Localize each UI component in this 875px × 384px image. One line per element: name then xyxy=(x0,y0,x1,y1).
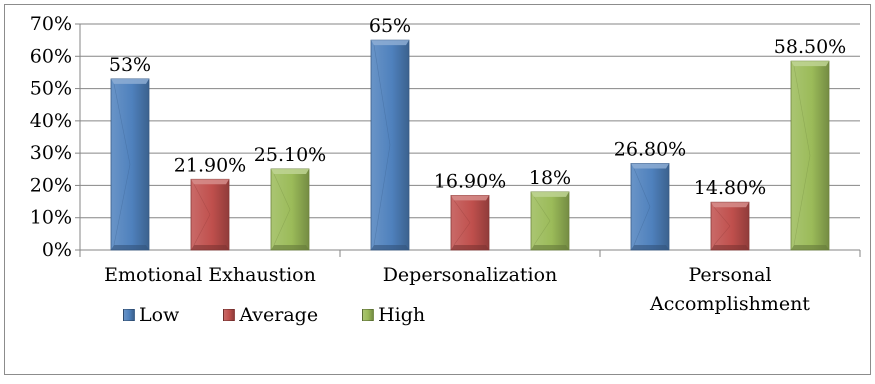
legend-label-average: Average xyxy=(239,304,319,326)
bar-facet xyxy=(273,173,291,210)
data-label: 14.80% xyxy=(694,177,766,199)
bar-facet xyxy=(113,83,131,165)
bar-base xyxy=(111,245,149,250)
data-label: 25.10% xyxy=(254,144,326,166)
bar-base xyxy=(191,245,229,250)
legend: Low Average High xyxy=(123,304,425,326)
bar-cap xyxy=(711,202,749,208)
bar-cap xyxy=(271,168,309,174)
legend-swatch-high xyxy=(362,309,375,321)
bar-facet xyxy=(113,164,131,246)
bar-facet xyxy=(793,155,811,246)
bar-base xyxy=(631,245,669,250)
bar-facet xyxy=(453,200,471,223)
bar-facet xyxy=(633,168,651,207)
legend-swatch-low xyxy=(123,309,135,321)
data-label: 58.50% xyxy=(774,36,846,58)
bar-cap xyxy=(451,195,489,201)
legend-label-low: Low xyxy=(139,304,180,326)
category-label: Accomplishment xyxy=(649,293,810,315)
bars xyxy=(110,39,830,251)
legend-item-average: Average xyxy=(223,304,318,326)
y-tick-label: 0% xyxy=(42,239,72,261)
bar-cap xyxy=(111,78,149,84)
bar-base xyxy=(271,245,309,250)
bar-base xyxy=(711,245,749,250)
y-tick-label: 60% xyxy=(30,45,72,67)
bar-base xyxy=(371,245,409,250)
bar-base xyxy=(451,245,489,250)
data-label: 26.80% xyxy=(614,138,686,160)
legend-item-high: High xyxy=(362,304,425,326)
category-label: Personal xyxy=(688,264,771,286)
legend-swatch-average xyxy=(223,309,236,321)
category-label: Depersonalization xyxy=(383,264,558,286)
data-label: 53% xyxy=(109,54,151,76)
y-tick-label: 10% xyxy=(30,207,72,229)
bar-cap xyxy=(191,179,229,185)
category-labels: Emotional Exhaustion Depersonalization Per… xyxy=(104,264,810,315)
data-label: 18% xyxy=(529,167,571,189)
bar-facet xyxy=(713,225,731,246)
bar-facet xyxy=(533,196,551,222)
bar-facet xyxy=(453,222,471,246)
bar-facet xyxy=(533,220,551,246)
legend-label-high: High xyxy=(378,304,426,326)
data-label: 65% xyxy=(369,15,411,37)
bar-facet xyxy=(633,206,651,246)
bar-facet xyxy=(193,214,211,246)
data-label: 21.90% xyxy=(174,154,246,176)
bar-facet xyxy=(373,45,391,146)
y-tick-label: 50% xyxy=(30,78,72,100)
data-labels: 53% 21.90% 25.10% 65% 16.90% 18% 26.80% 14.80% 5… xyxy=(109,15,846,199)
bar-base xyxy=(531,245,569,250)
category-label: Emotional Exhaustion xyxy=(104,264,316,286)
bar-facet xyxy=(273,209,291,246)
bar-cap xyxy=(371,40,409,46)
bar-base xyxy=(791,245,829,250)
bar-cap xyxy=(531,191,569,197)
bar-average xyxy=(710,201,750,251)
legend-item-low: Low xyxy=(123,304,179,326)
bar-facet xyxy=(713,207,731,227)
data-label: 16.90% xyxy=(434,170,506,192)
y-tick-label: 30% xyxy=(30,142,72,164)
bar-facet xyxy=(373,145,391,246)
bar-cap xyxy=(631,163,669,169)
y-tick-label: 70% xyxy=(30,13,72,35)
bar-facet xyxy=(193,184,211,215)
axes: 0% 10% 20% 30% 40% 50% 60% 70% xyxy=(30,13,861,261)
y-tick-label: 20% xyxy=(30,174,72,196)
bar-cap xyxy=(791,61,829,67)
y-tick-label: 40% xyxy=(30,110,72,132)
bar-facet xyxy=(793,66,811,156)
